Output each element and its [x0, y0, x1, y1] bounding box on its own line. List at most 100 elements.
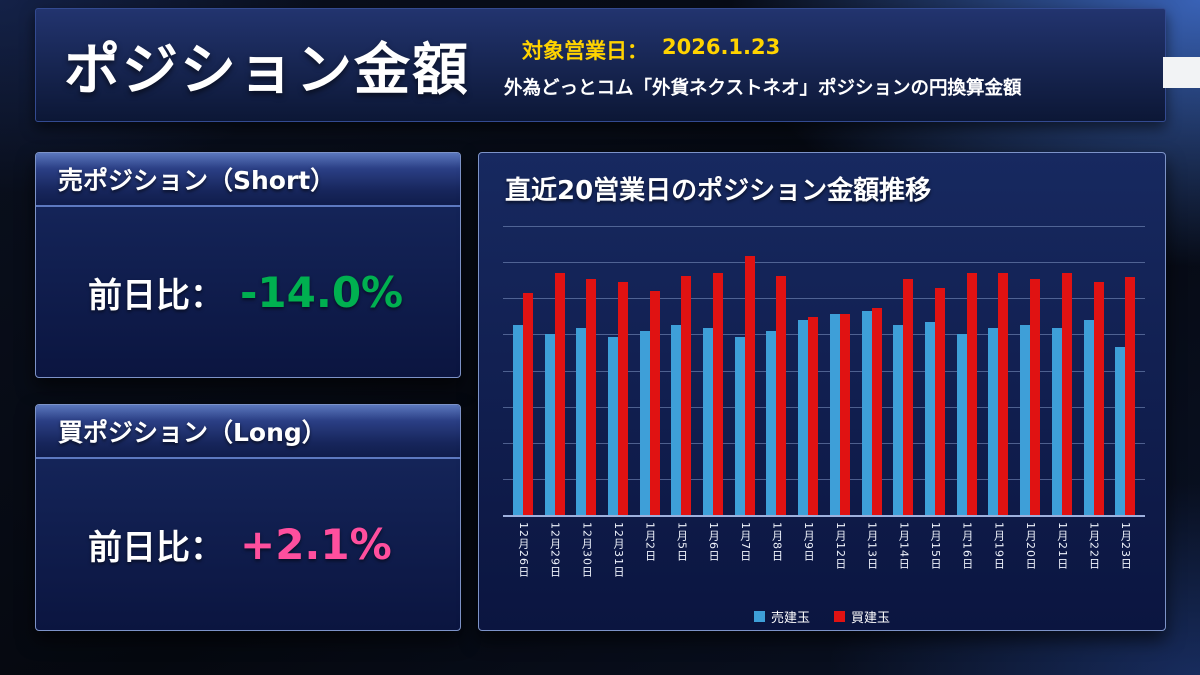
header-subtitle: 外為どっとコム「外貨ネクストネオ」ポジションの円換算金額 [504, 77, 1022, 99]
header-edge-tab [1163, 57, 1200, 88]
bar-売建玉 [639, 331, 650, 517]
bar-group [1014, 227, 1046, 517]
bar-買建玉 [934, 287, 945, 517]
bar-group [634, 227, 666, 517]
bar-group [697, 227, 729, 517]
bar-売建玉 [766, 331, 777, 517]
bar-group [539, 227, 571, 517]
x-axis-label: 1月20日 [1024, 521, 1038, 570]
bar-group [666, 227, 698, 517]
long-panel-body: 前日比： +2.1% [36, 459, 460, 630]
legend-swatch [834, 610, 845, 622]
bar-group [1046, 227, 1078, 517]
long-change-value: +2.1% [240, 520, 392, 569]
legend-swatch [753, 610, 765, 622]
chart-legend: 売建玉 買建玉 [479, 602, 1165, 630]
bar-買建玉 [808, 316, 819, 517]
bar-売建玉 [956, 334, 967, 517]
x-axis-label: 1月8日 [770, 521, 784, 562]
gridline [503, 370, 1145, 372]
bar-group [792, 227, 824, 517]
gridline [503, 261, 1145, 263]
bar-買建玉 [744, 255, 755, 517]
bar-買建玉 [871, 307, 882, 517]
bar-売建玉 [924, 322, 935, 517]
bar-group [887, 227, 919, 517]
bar-group [602, 227, 634, 517]
gridline [503, 443, 1145, 445]
bar-買建玉 [586, 278, 597, 517]
bar-売建玉 [861, 310, 872, 517]
bar-売建玉 [1115, 347, 1126, 517]
bar-group [1078, 227, 1110, 517]
short-change-label: 前日比： [88, 275, 224, 316]
legend-label: 売建玉 [770, 610, 810, 626]
chart-x-axis-line [503, 514, 1145, 517]
gridline [503, 225, 1145, 227]
x-axis-label: 1月15日 [928, 521, 942, 570]
bar-売建玉 [1051, 328, 1062, 517]
bar-group [824, 227, 856, 517]
bar-group [856, 227, 888, 517]
page-title: ポジション金額 [64, 37, 470, 103]
bar-買建玉 [617, 281, 628, 517]
bar-買建玉 [522, 293, 533, 517]
gridline [503, 334, 1145, 336]
bar-売建玉 [512, 325, 523, 517]
chart-bars [503, 227, 1145, 517]
chart-panel: 直近20営業日のポジション金額推移 12月26日 12月29日 12月30日 12月3… [478, 152, 1166, 631]
x-axis-label: 1月13日 [865, 521, 879, 570]
short-position-panel: 売ポジション（Short） 前日比： -14.0% [35, 152, 461, 378]
legend-item-買建玉: 買建玉 [834, 607, 890, 626]
bar-買建玉 [998, 273, 1009, 517]
bar-売建玉 [576, 328, 587, 517]
bar-売建玉 [988, 328, 999, 517]
header-right-block: 対象営業日： 2026.1.23 外為どっとコム「外貨ネクストネオ」ポジションの… [504, 31, 1021, 100]
long-position-panel: 買ポジション（Long） 前日比： +2.1% [35, 404, 461, 631]
x-axis-label: 1月9日 [802, 521, 816, 562]
gridline [503, 479, 1145, 481]
chart-plot-area [503, 225, 1145, 517]
bar-group [729, 227, 761, 517]
short-panel-title: 売ポジション（Short） [36, 153, 460, 207]
bar-売建玉 [1020, 325, 1031, 517]
x-axis-label: 1月7日 [738, 521, 752, 562]
bar-売建玉 [829, 313, 840, 517]
bar-売建玉 [703, 328, 714, 517]
x-axis-label: 1月16日 [960, 521, 974, 570]
bar-売建玉 [893, 325, 904, 517]
header-banner: ポジション金額 対象営業日： 2026.1.23 外為どっとコム「外貨ネクストネ… [35, 8, 1166, 122]
x-axis-label: 1月22日 [1087, 521, 1101, 570]
x-axis-label: 1月21日 [1055, 521, 1069, 570]
bar-売建玉 [671, 325, 682, 517]
bar-買建玉 [681, 276, 692, 517]
bar-買建玉 [966, 273, 977, 517]
bar-売建玉 [734, 336, 745, 517]
bar-group [983, 227, 1015, 517]
bar-買建玉 [1030, 278, 1041, 517]
x-axis-label: 12月26日 [516, 521, 530, 578]
x-axis-label: 1月5日 [675, 521, 689, 562]
chart-title: 直近20営業日のポジション金額推移 [505, 176, 932, 206]
bar-group [919, 227, 951, 517]
x-axis-label: 12月30日 [580, 521, 594, 578]
long-panel-title: 買ポジション（Long） [36, 405, 460, 459]
target-date-line: 対象営業日： 2026.1.23 [504, 35, 1021, 65]
target-date-label: 対象営業日： [522, 38, 648, 63]
x-axis-label: 1月6日 [707, 521, 721, 562]
legend-item-売建玉: 売建玉 [753, 607, 810, 626]
short-panel-body: 前日比： -14.0% [36, 207, 460, 377]
bar-group [951, 227, 983, 517]
gridline [503, 406, 1145, 408]
bar-group [570, 227, 602, 517]
x-axis-label: 1月2日 [643, 521, 657, 562]
chart-x-labels: 12月26日 12月29日 12月30日 12月31日 1月2日 1月5日 1月6日 1月7日… [503, 522, 1145, 602]
bar-買建玉 [903, 278, 914, 517]
target-date-value: 2026.1.23 [662, 34, 781, 59]
bar-group [1109, 227, 1141, 517]
x-axis-label: 1月23日 [1119, 521, 1133, 570]
legend-label: 買建玉 [851, 610, 891, 626]
bar-買建玉 [1125, 276, 1136, 517]
gridline [503, 298, 1145, 300]
